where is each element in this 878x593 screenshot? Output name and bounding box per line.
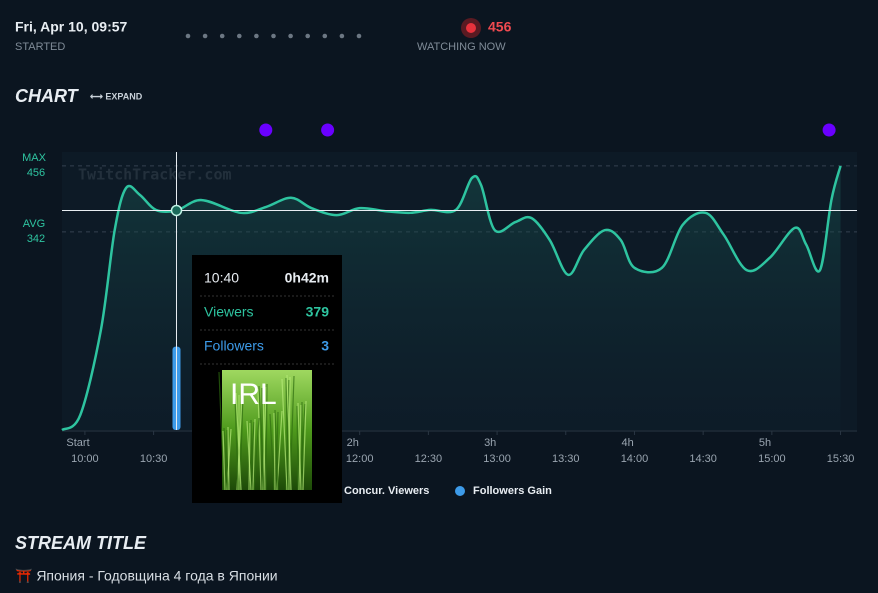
stream-title: ⛩️ Япония - Годовщина 4 года в Японии <box>15 568 278 584</box>
grass-blade <box>252 418 256 491</box>
event-marker <box>259 123 273 137</box>
started-value: Fri, Apr 10, 09:57 <box>15 19 128 35</box>
grass-blade <box>286 374 292 491</box>
legend-label: Concur. Viewers <box>344 485 429 497</box>
watching-label: WATCHING NOW <box>417 41 506 53</box>
grass-blade <box>257 388 262 491</box>
x-tick-label: 10:30 <box>140 453 168 465</box>
x-tick-label: 12:30 <box>415 453 443 465</box>
progress-dot <box>271 33 276 39</box>
event-marker <box>321 123 335 137</box>
grass-blade <box>223 427 229 491</box>
watermark: TwitchTracker.com <box>78 166 232 184</box>
progress-dot <box>339 33 345 39</box>
progress-dot <box>254 33 259 39</box>
grass-blade <box>234 395 239 491</box>
legend-swatch <box>455 486 465 496</box>
reference-label: MAX <box>22 152 47 164</box>
started-label: STARTED <box>15 41 65 53</box>
grass-blade <box>262 384 266 491</box>
duration-tick-label: 4h <box>621 437 633 449</box>
expand-button[interactable]: ⟷ EXPAND <box>90 91 143 101</box>
live-icon-dot <box>466 23 476 33</box>
grass-blade <box>250 419 253 491</box>
duration-tick-label: Start <box>66 437 89 449</box>
viewers-line <box>61 165 842 432</box>
grass-blade <box>273 412 276 491</box>
reference-label: AVG <box>23 218 45 230</box>
tooltip-time: 10:40 <box>204 270 239 286</box>
grass-blade <box>246 420 252 491</box>
tooltip-followers-label: Followers <box>204 338 264 354</box>
event-marker <box>822 123 836 137</box>
tooltip-viewers-value: 379 <box>306 304 330 320</box>
x-tick-label: 15:30 <box>827 453 855 465</box>
grass-blade <box>269 413 275 491</box>
progress-dot <box>356 33 362 39</box>
x-tick-label: 10:00 <box>71 453 99 465</box>
duration-tick-label: 2h <box>347 437 359 449</box>
progress-dot <box>288 33 293 39</box>
watching-value: 456 <box>488 19 512 35</box>
grass-blade <box>227 426 230 491</box>
progress-dot <box>219 33 225 39</box>
progress-dot <box>185 33 191 39</box>
progress-dot <box>305 33 311 39</box>
reference-value: 342 <box>27 233 45 245</box>
progress-dot <box>202 33 208 39</box>
grass-blade <box>253 417 260 491</box>
grass-blade <box>218 371 225 491</box>
grass-blade <box>222 430 226 491</box>
x-tick-label: 13:00 <box>483 453 511 465</box>
tooltip-duration: 0h42m <box>285 270 329 286</box>
grass-blade <box>285 377 289 491</box>
grass-blade <box>274 409 279 491</box>
progress-dot <box>237 33 242 39</box>
x-tick-label: 12:00 <box>346 453 374 465</box>
grass-blade <box>235 392 242 491</box>
x-tick-label: 15:00 <box>758 453 786 465</box>
x-tick-label: 14:00 <box>621 453 649 465</box>
duration-tick-label: 3h <box>484 437 496 449</box>
progress-dot <box>322 33 328 39</box>
progress-dots <box>185 33 362 39</box>
grass-blade <box>258 385 265 491</box>
hover-point <box>170 204 183 217</box>
tooltip-viewers-label: Viewers <box>204 304 254 320</box>
duration-tick-label: 5h <box>759 437 771 449</box>
legend-label: Followers Gain <box>473 485 552 497</box>
grass-blade <box>297 402 302 491</box>
chart-heading: CHART <box>15 86 80 106</box>
category-image-text: IRL <box>230 378 277 411</box>
grass-blade <box>265 383 268 491</box>
x-tick-label: 13:30 <box>552 453 580 465</box>
grass-blade <box>302 400 307 491</box>
grass-blade <box>281 378 288 491</box>
x-tick-label: 14:30 <box>689 453 717 465</box>
reference-value: 456 <box>27 167 45 179</box>
tooltip-followers-value: 3 <box>321 338 329 354</box>
stream-title-heading: STREAM TITLE <box>15 533 147 553</box>
grass-blade <box>296 405 299 491</box>
